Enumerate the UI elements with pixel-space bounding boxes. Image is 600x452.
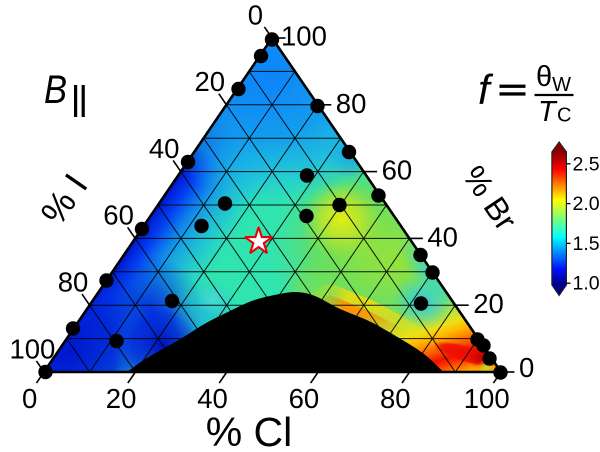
svg-text:60: 60	[103, 200, 134, 231]
svg-text:C: C	[557, 104, 571, 126]
svg-text:B: B	[44, 68, 67, 112]
svg-text:20: 20	[473, 288, 504, 319]
svg-text:40: 40	[197, 383, 228, 414]
svg-text:2.0: 2.0	[573, 193, 600, 215]
svg-text:60: 60	[382, 155, 413, 186]
svg-text:2.5: 2.5	[573, 153, 600, 175]
svg-text:80: 80	[380, 383, 411, 414]
svg-text:60: 60	[289, 383, 320, 414]
svg-text:40: 40	[149, 133, 180, 164]
svg-text:100: 100	[464, 383, 510, 414]
svg-text:1.0: 1.0	[573, 273, 600, 295]
svg-text:1.5: 1.5	[573, 233, 600, 255]
svg-text:80: 80	[336, 88, 367, 119]
svg-text:0: 0	[22, 383, 37, 414]
svg-text:20: 20	[195, 66, 226, 97]
svg-text:T: T	[538, 96, 558, 128]
svg-text:100: 100	[281, 21, 327, 52]
svg-text:0: 0	[248, 0, 263, 30]
svg-text:20: 20	[106, 383, 137, 414]
svg-text:40: 40	[427, 221, 458, 252]
svg-text:0: 0	[519, 352, 534, 383]
svg-text:% Cl: % Cl	[206, 409, 293, 452]
svg-text:80: 80	[58, 267, 89, 298]
svg-text:100: 100	[9, 333, 55, 364]
